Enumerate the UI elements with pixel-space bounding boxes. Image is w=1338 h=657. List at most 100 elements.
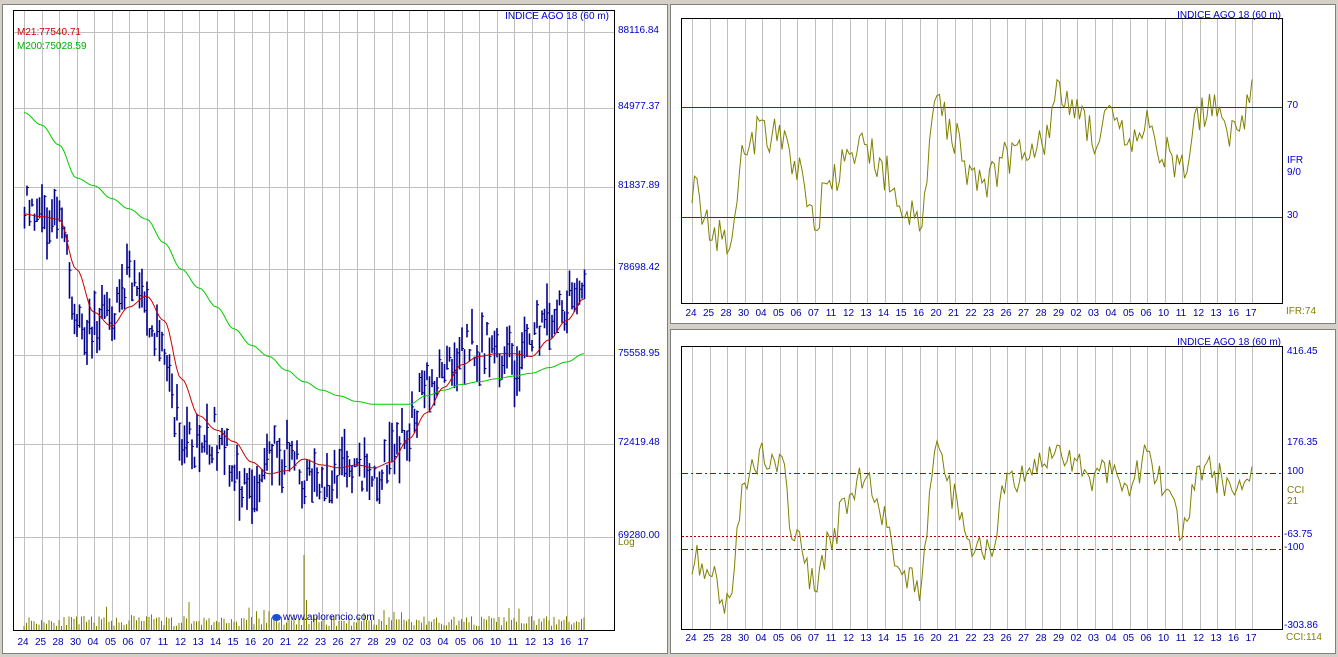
price-chart-svg <box>14 11 614 630</box>
price-plot-area[interactable]: M21:77540.71 M200:75028.59 www.aplorenci… <box>13 10 615 631</box>
price-bar <box>138 272 142 309</box>
x-tick-label: 21 <box>947 633 960 644</box>
price-bar <box>348 459 352 478</box>
price-bar <box>443 364 447 383</box>
price-bar <box>56 196 59 239</box>
price-bar <box>518 350 522 392</box>
x-tick-label: 25 <box>702 633 715 644</box>
ifr-chart-svg <box>682 19 1282 303</box>
price-panel: M21:77540.71 M200:75028.59 www.aplorenci… <box>2 4 668 654</box>
x-tick-label: 05 <box>1122 633 1135 644</box>
price-bar <box>241 486 244 508</box>
price-bar <box>366 453 369 492</box>
price-bar <box>26 185 29 196</box>
cci-panel: www.aplorencio.com INDICE AGO 18 (60 m) … <box>670 329 1336 654</box>
price-bar <box>113 313 117 340</box>
x-tick-label: 25 <box>34 637 47 648</box>
price-bar <box>436 377 439 397</box>
price-bar <box>553 308 557 335</box>
price-bar <box>306 459 309 481</box>
x-tick-label: 15 <box>227 637 239 648</box>
price-bar <box>533 322 537 335</box>
price-bar <box>51 199 54 233</box>
x-tick-label: 05 <box>454 637 467 648</box>
x-tick-label: 04 <box>755 633 767 644</box>
price-bar <box>298 469 302 485</box>
x-tick-label: 11 <box>825 633 837 644</box>
price-bar <box>526 324 529 357</box>
price-bar <box>398 436 402 484</box>
price-bar <box>186 406 189 458</box>
price-bar <box>578 280 582 305</box>
price-bar <box>321 466 324 488</box>
x-tick-label: 05 <box>772 633 785 644</box>
ma200-line <box>23 112 585 405</box>
x-tick-label: 17 <box>1245 633 1257 644</box>
price-bar <box>583 269 587 300</box>
price-bar <box>313 448 317 492</box>
price-bar <box>538 325 542 356</box>
price-bar <box>208 445 212 465</box>
price-bar <box>76 314 79 337</box>
price-bar <box>163 348 167 365</box>
price-bar <box>521 332 524 370</box>
ifr-plot-area[interactable]: www.aplorencio.com <box>681 18 1283 304</box>
price-bar <box>333 449 337 484</box>
price-bar <box>253 475 257 513</box>
price-bar <box>218 435 222 450</box>
price-bar <box>371 476 374 487</box>
x-tick-label: 11 <box>825 308 837 319</box>
x-tick-label: 04 <box>755 308 767 319</box>
price-bar <box>23 206 27 229</box>
price-bar <box>556 299 559 333</box>
price-bar <box>423 370 427 409</box>
x-tick-label: 29 <box>1052 633 1065 644</box>
price-bar <box>546 283 549 336</box>
price-bar <box>311 468 314 503</box>
price-bar <box>248 467 252 499</box>
x-tick-label: 29 <box>384 637 397 648</box>
ma21-legend: M21:77540.71 <box>17 27 81 38</box>
price-bar <box>213 406 217 423</box>
price-bar <box>463 349 467 385</box>
ifr-line <box>691 78 1253 256</box>
price-bar <box>561 300 564 323</box>
cci-chart-svg <box>682 347 1282 629</box>
ifr-value-label: IFR:74 <box>1286 306 1317 317</box>
price-bar <box>451 358 454 386</box>
price-bar <box>153 332 157 356</box>
price-bar <box>261 468 264 483</box>
price-bar <box>301 481 304 509</box>
price-bar <box>571 282 574 310</box>
price-bar <box>48 210 52 244</box>
x-tick-label: 30 <box>737 308 750 319</box>
x-tick-label: 24 <box>685 308 697 319</box>
price-bar <box>381 469 384 490</box>
x-tick-label: 16 <box>912 308 925 319</box>
price-bar <box>81 313 84 340</box>
price-bar <box>408 423 412 462</box>
price-bar <box>206 403 209 455</box>
cci-plot-area[interactable]: www.aplorencio.com <box>681 346 1283 630</box>
price-bar <box>516 346 519 396</box>
price-bar <box>318 483 322 500</box>
price-bar <box>266 433 269 471</box>
x-tick-label: 07 <box>139 637 152 648</box>
x-tick-label: 22 <box>297 637 309 648</box>
price-bar <box>168 354 172 392</box>
price-bar <box>136 286 139 297</box>
price-bar <box>281 459 284 493</box>
x-tick-label: 13 <box>192 637 204 648</box>
price-bar <box>193 456 197 468</box>
ma200-legend: M200:75028.59 <box>17 41 87 52</box>
x-tick-label: 13 <box>542 637 554 648</box>
price-bar <box>558 290 562 306</box>
price-y-tick: 84977.37 <box>618 101 660 113</box>
price-bar <box>198 425 202 473</box>
x-tick-label: 06 <box>122 637 134 648</box>
x-tick-label: 13 <box>1210 308 1222 319</box>
x-tick-label: 14 <box>877 308 890 319</box>
price-bar <box>128 250 132 278</box>
x-tick-label: 28 <box>52 637 64 648</box>
price-bar <box>573 282 577 312</box>
